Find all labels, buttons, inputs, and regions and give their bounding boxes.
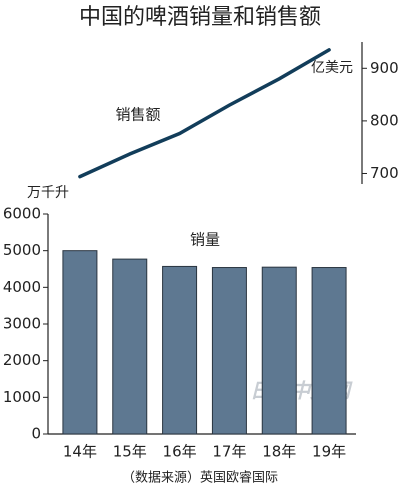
bar xyxy=(261,266,297,435)
y-tick-label: 1000 xyxy=(3,388,41,406)
y-tick-label: 3000 xyxy=(3,315,41,333)
y-tick-label: 800 xyxy=(370,111,399,129)
x-tick-label: 16年 xyxy=(163,443,197,461)
bar xyxy=(311,267,347,435)
y-tick-label: 900 xyxy=(370,59,399,77)
source: （数据来源）英国欧睿国际 xyxy=(122,471,278,486)
chart-title: 中国的啤酒销量和销售额 xyxy=(79,5,321,30)
x-tick-label: 14年 xyxy=(63,443,97,461)
y-tick-label: 0 xyxy=(31,425,41,443)
y-tick-label: 700 xyxy=(370,164,399,182)
x-tick-label: 15年 xyxy=(113,443,147,461)
line xyxy=(78,48,331,179)
y-tick-label: 4000 xyxy=(3,278,41,296)
series-label: 销售额 xyxy=(115,106,160,124)
y-tick-label: 5000 xyxy=(3,241,41,259)
x-tick-label: 19年 xyxy=(312,443,346,461)
y-tick-label: 6000 xyxy=(3,205,41,223)
bar xyxy=(162,265,198,435)
x-tick-label: 17年 xyxy=(212,443,246,461)
unit-label: 亿美元 xyxy=(311,60,353,76)
unit-label: 万千升 xyxy=(27,185,69,201)
series-label: 销量 xyxy=(190,231,220,249)
bar xyxy=(112,258,148,435)
bar xyxy=(211,267,247,435)
x-tick-label: 18年 xyxy=(262,443,296,461)
y-tick-label: 2000 xyxy=(3,351,41,369)
bar xyxy=(62,250,98,435)
